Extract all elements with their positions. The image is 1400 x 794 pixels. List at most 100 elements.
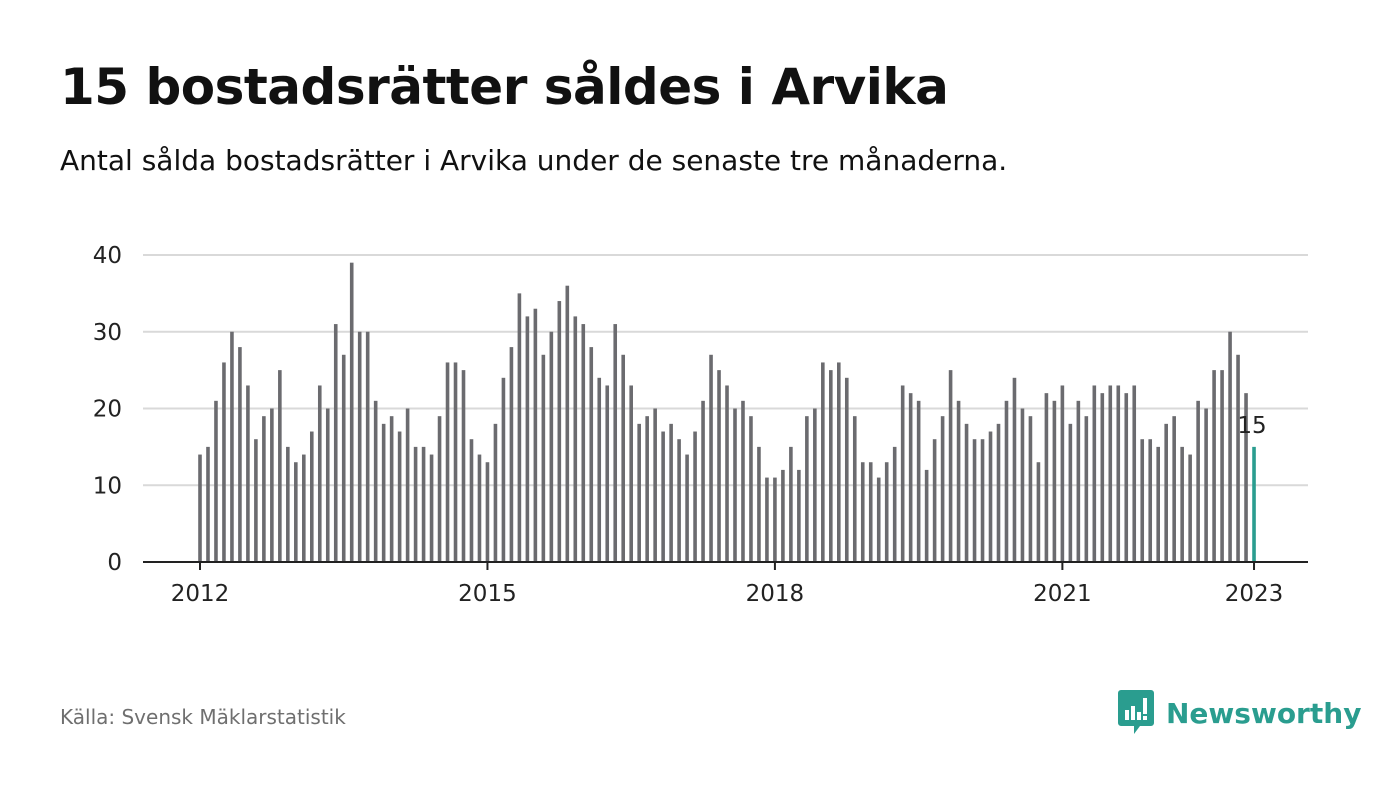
brand-name: Newsworthy [1166, 696, 1362, 730]
bar [1172, 416, 1176, 562]
labels: 0 10 20 30 40 2012 2015 2018 2021 2023 15 [93, 243, 1284, 607]
bar [749, 416, 753, 562]
highlight-data-label: 15 [1237, 413, 1266, 439]
bar [677, 439, 681, 562]
bar [908, 393, 913, 562]
bar [637, 423, 641, 562]
bar [844, 377, 849, 562]
y-tick-label: 10 [93, 473, 122, 499]
bar [693, 431, 697, 562]
bar [270, 408, 274, 562]
bar [932, 439, 937, 562]
bar [757, 446, 761, 562]
bar [309, 431, 314, 562]
bar [645, 416, 649, 562]
bar [198, 454, 202, 562]
bar [956, 400, 961, 562]
bar [653, 408, 657, 562]
bar [1068, 423, 1073, 562]
bars [198, 262, 1256, 562]
y-tick-label: 20 [93, 397, 122, 423]
bar [278, 370, 282, 562]
bar [333, 324, 338, 562]
bar [565, 285, 570, 562]
bar [429, 454, 434, 562]
bar [1204, 408, 1208, 562]
bar [924, 469, 929, 562]
bar [397, 431, 402, 562]
bar [741, 400, 745, 562]
source-note: Källa: Svensk Mäklarstatistik [60, 705, 346, 729]
bar [493, 423, 498, 562]
bar [246, 385, 250, 562]
newsworthy-logo-icon [1118, 690, 1154, 734]
x-tick-label: 2012 [171, 581, 230, 607]
bar [733, 408, 737, 562]
bar [1028, 416, 1033, 562]
bar [453, 362, 458, 562]
bar [421, 446, 426, 562]
bar [373, 400, 378, 562]
bar [1092, 385, 1097, 562]
bar [1132, 385, 1137, 562]
bar [988, 431, 993, 562]
bar [821, 362, 825, 562]
bar [557, 301, 562, 562]
bar [525, 316, 530, 562]
bar [1140, 439, 1145, 562]
bar [709, 354, 713, 562]
bar [1124, 393, 1129, 562]
bar [541, 354, 546, 562]
bar [789, 446, 793, 562]
bar [940, 416, 945, 562]
bar [485, 462, 490, 562]
bar [829, 370, 833, 562]
bar [972, 439, 977, 562]
bar [437, 416, 442, 562]
x-tick-label: 2015 [458, 581, 517, 607]
bar [389, 416, 394, 562]
bar [805, 416, 809, 562]
bar [1164, 423, 1168, 562]
bar [405, 408, 410, 562]
brand-logo: Newsworthy [1118, 690, 1361, 736]
bar [469, 439, 474, 562]
y-tick-label: 30 [93, 320, 122, 346]
bar [725, 385, 729, 562]
bar [517, 293, 522, 562]
bar [1196, 400, 1200, 562]
bar [325, 408, 330, 562]
bar [1076, 400, 1081, 562]
bar [900, 385, 905, 562]
bar [773, 477, 777, 562]
bar [302, 454, 306, 562]
bar [781, 469, 785, 562]
bar [1244, 393, 1248, 562]
y-tick-label: 40 [93, 243, 122, 269]
bar [797, 469, 801, 562]
highlight-bar [1252, 446, 1256, 562]
bar [613, 324, 618, 562]
bar [884, 462, 889, 562]
bar [1156, 446, 1160, 562]
bar [597, 377, 602, 562]
bar [317, 385, 322, 562]
bar [357, 331, 362, 562]
bar [509, 347, 514, 562]
bar [1236, 354, 1240, 562]
bar [837, 362, 841, 562]
bar [1020, 408, 1025, 562]
bar [892, 446, 897, 562]
bar [701, 400, 705, 562]
bar [1100, 393, 1105, 562]
bar [1116, 385, 1121, 562]
bar [230, 331, 234, 562]
bar [573, 316, 578, 562]
x-tick-label: 2023 [1225, 581, 1284, 607]
bar [669, 423, 673, 562]
bar [1004, 400, 1009, 562]
bar [533, 308, 538, 562]
bar [254, 439, 258, 562]
bar [262, 416, 266, 562]
bar [206, 446, 210, 562]
